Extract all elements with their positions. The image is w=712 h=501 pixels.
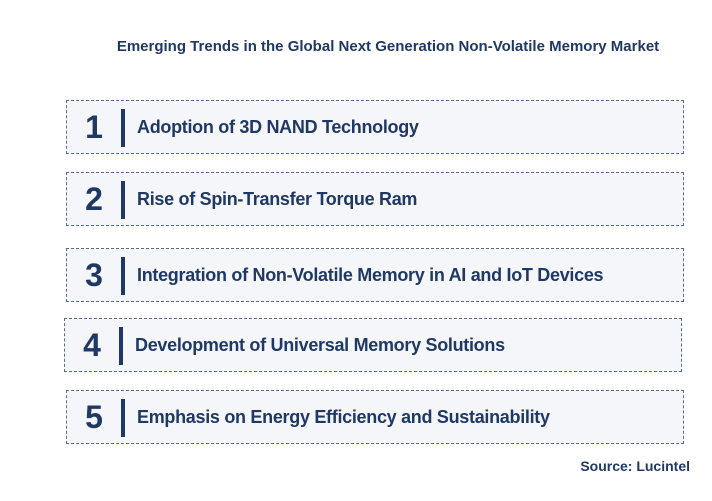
trend-box: 3 Integration of Non-Volatile Memory in A… bbox=[66, 248, 684, 302]
trend-box: 5 Emphasis on Energy Efficiency and Susta… bbox=[66, 390, 684, 444]
title: Emerging Trends in the Global Next Gener… bbox=[116, 38, 660, 55]
trend-number: 4 bbox=[83, 326, 101, 363]
divider bbox=[119, 327, 123, 365]
divider bbox=[121, 257, 125, 295]
trend-text: Adoption of 3D NAND Technology bbox=[137, 116, 419, 137]
divider bbox=[121, 109, 125, 147]
trend-box: 2 Rise of Spin-Transfer Torque Ram bbox=[66, 172, 684, 226]
trend-text: Development of Universal Memory Solution… bbox=[135, 334, 505, 355]
trend-number: 1 bbox=[85, 108, 103, 145]
trend-text: Emphasis on Energy Efficiency and Sustai… bbox=[137, 406, 550, 427]
trend-box: 1 Adoption of 3D NAND Technology bbox=[66, 100, 684, 154]
divider bbox=[121, 181, 125, 219]
trend-number: 3 bbox=[85, 256, 103, 293]
trend-text: Integration of Non-Volatile Memory in AI… bbox=[137, 264, 604, 285]
trend-text: Rise of Spin-Transfer Torque Ram bbox=[137, 188, 418, 209]
trend-number: 2 bbox=[85, 180, 103, 217]
trend-box: 4 Development of Universal Memory Solutio… bbox=[64, 318, 682, 372]
divider bbox=[121, 399, 125, 437]
source: Source: Lucintel bbox=[580, 458, 690, 474]
trend-number: 5 bbox=[85, 398, 103, 435]
